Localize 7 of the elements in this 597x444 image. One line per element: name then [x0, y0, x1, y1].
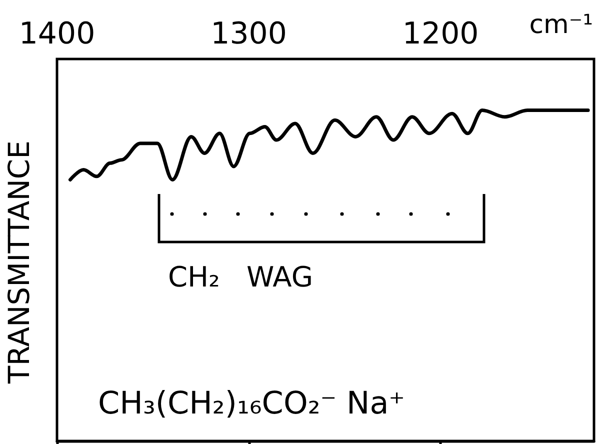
annotation: CH₃(CH₂)₁₆CO₂⁻ Na⁺ [98, 386, 406, 422]
x-axis-title: cm⁻¹ [529, 10, 594, 40]
x-tick-label: 1300 [210, 16, 287, 52]
x-tick-label: 1400 [18, 16, 96, 52]
y-axis-title: TRANSMITTANCE [2, 140, 36, 384]
x-tick-label: 1200 [402, 16, 479, 52]
annotation: CH₂ WAG [168, 260, 314, 294]
